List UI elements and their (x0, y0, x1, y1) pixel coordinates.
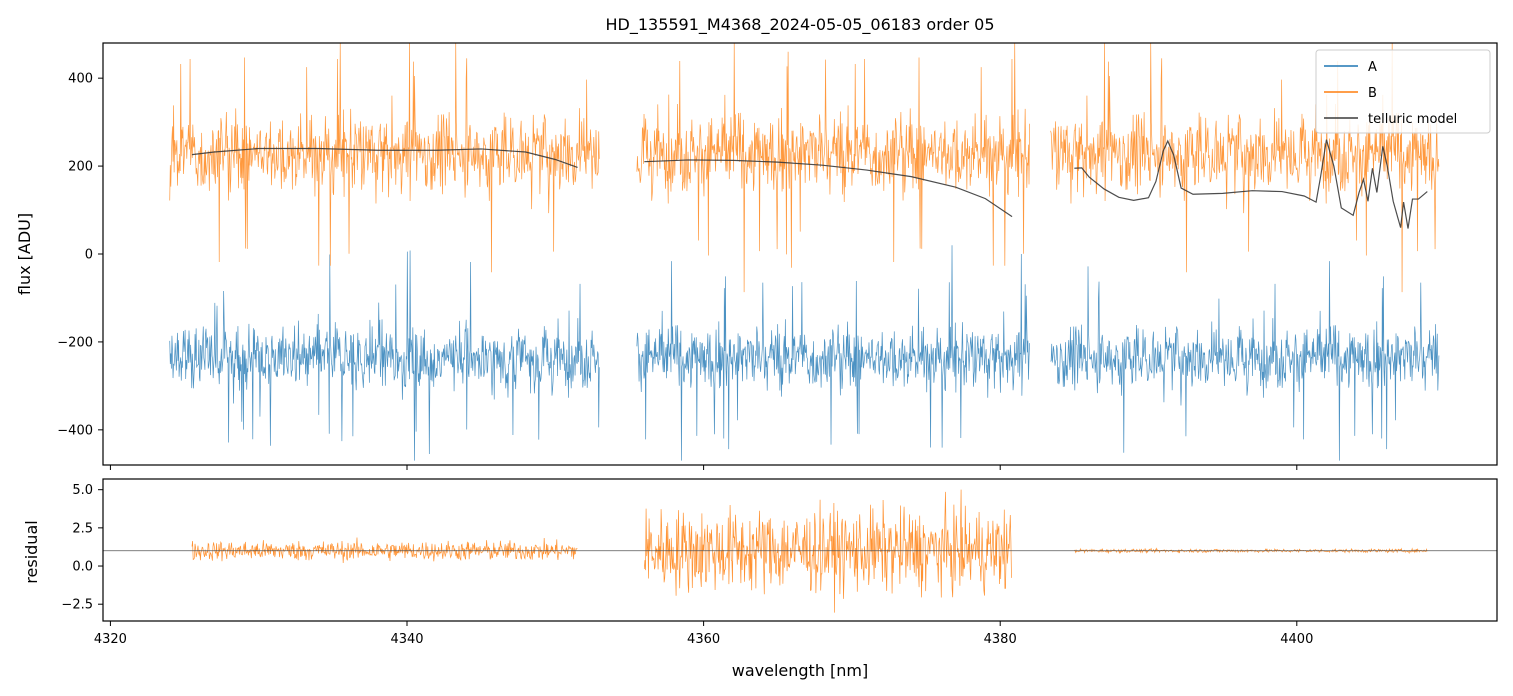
series-a-line (169, 245, 1440, 461)
residual-y-tick-label: 5.0 (72, 483, 93, 498)
legend-label-telluric: telluric model (1368, 112, 1457, 127)
telluric-model-line (191, 139, 1428, 229)
residual-axes-frame (102, 478, 1498, 622)
x-tick-label: 4320 (94, 632, 127, 647)
residual-series-group (103, 489, 1497, 613)
flux-y-tick-label: 0 (85, 248, 93, 263)
legend-box (1315, 49, 1491, 134)
residual-y-tick-label: 2.5 (72, 521, 93, 536)
flux-panel: HD_135591_M4368_2024-05-05_06183 order 0… (15, 15, 1498, 470)
x-tick-label: 4340 (390, 632, 423, 647)
flux-y-axis-label: flux [ADU] (15, 213, 34, 295)
x-tick-label: 4360 (687, 632, 720, 647)
x-tick-label: 4380 (984, 632, 1017, 647)
series-b-line (169, 43, 1440, 293)
legend: A B telluric model (1315, 49, 1491, 134)
flux-series-group (169, 43, 1440, 461)
flux-y-tick-label: −200 (57, 335, 93, 350)
residual-y-ticks: −2.5 0.0 2.5 5.0 (61, 483, 103, 613)
flux-axes-frame (102, 42, 1498, 466)
x-axis-label: wavelength [nm] (732, 661, 869, 680)
legend-label-b: B (1368, 86, 1377, 101)
flux-y-tick-label: 400 (68, 72, 93, 87)
flux-y-tick-label: −400 (57, 423, 93, 438)
flux-y-ticks: −400 −200 0 200 400 (57, 72, 103, 438)
residual-y-tick-label: 0.0 (72, 560, 93, 575)
residual-x-ticks: 4320 4340 4360 4380 4400 (94, 621, 1313, 647)
residual-panel: −2.5 0.0 2.5 5.0 4320 4340 4360 4380 4400 resid… (22, 478, 1498, 680)
chart-title: HD_135591_M4368_2024-05-05_06183 order 0… (605, 15, 994, 35)
flux-x-ticks (109, 465, 1298, 470)
x-tick-label: 4400 (1280, 632, 1313, 647)
flux-y-tick-label: 200 (68, 160, 93, 175)
legend-label-a: A (1368, 60, 1377, 75)
residual-y-tick-label: −2.5 (61, 598, 93, 613)
residual-y-axis-label: residual (22, 520, 41, 583)
